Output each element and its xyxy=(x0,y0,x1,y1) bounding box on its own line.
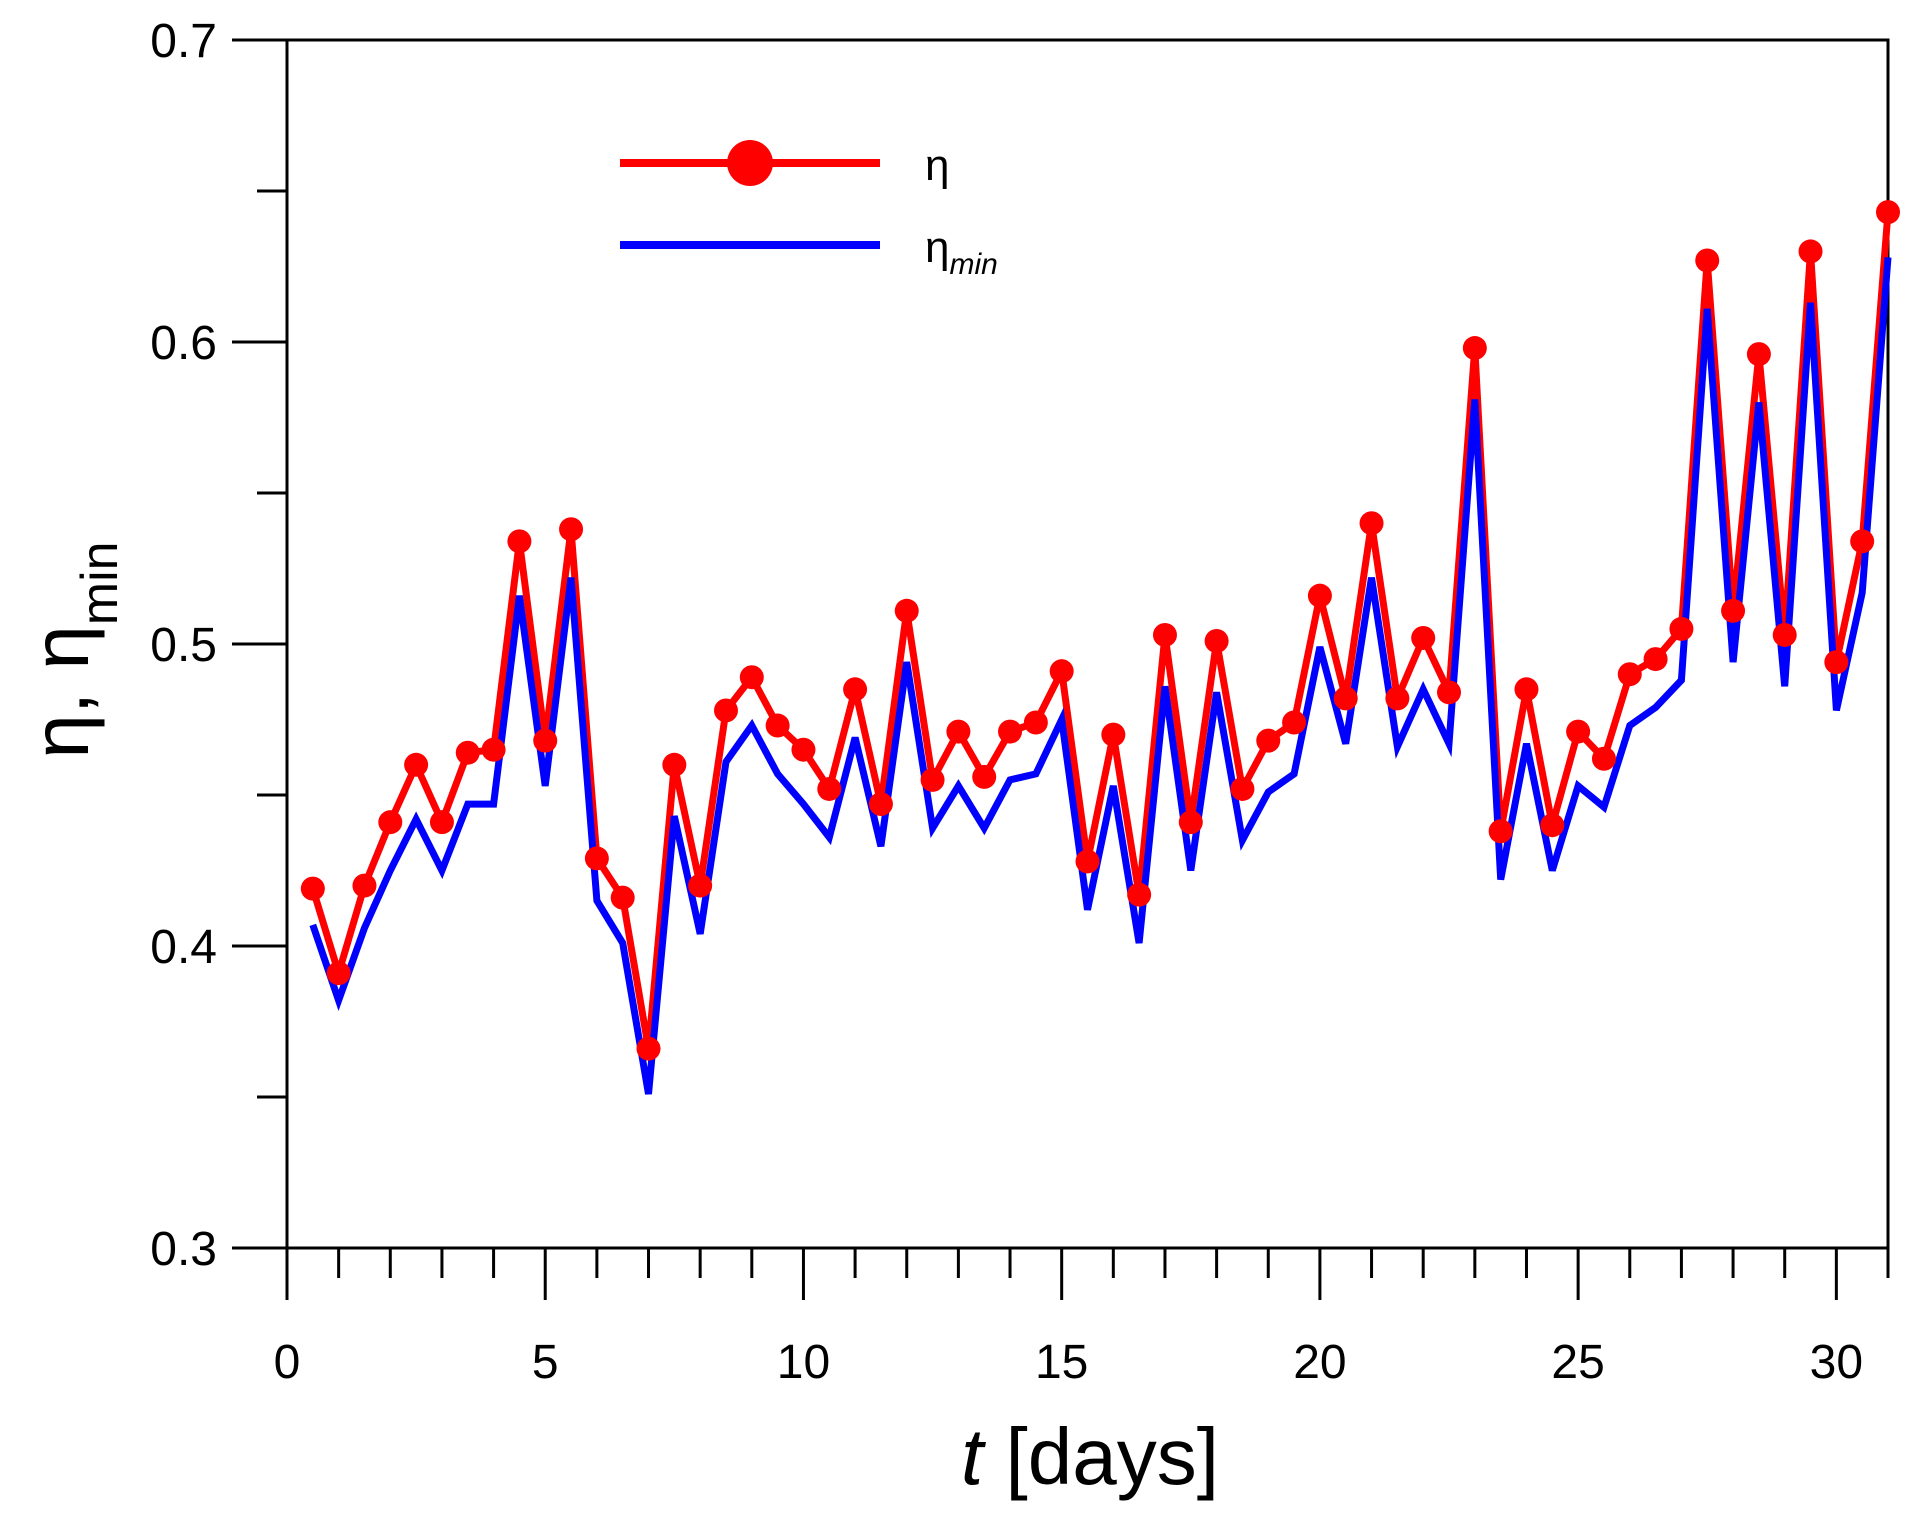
x-tick-label: 20 xyxy=(1293,1336,1346,1389)
legend-label-eta-min: ηmin xyxy=(925,223,998,281)
data-point-eta xyxy=(610,885,635,910)
data-point-eta xyxy=(817,776,842,801)
data-point-eta xyxy=(404,752,429,777)
data-point-eta xyxy=(1385,686,1410,711)
data-point-eta xyxy=(894,598,919,623)
data-point-eta xyxy=(1049,659,1074,684)
data-point-eta xyxy=(1333,686,1358,711)
data-point-eta xyxy=(1566,719,1591,744)
data-point-eta xyxy=(1824,650,1849,675)
data-point-eta xyxy=(946,719,971,744)
data-point-eta xyxy=(998,719,1023,744)
data-point-eta xyxy=(636,1036,661,1061)
x-tick-label: 10 xyxy=(777,1336,830,1389)
data-point-eta xyxy=(1462,336,1487,361)
data-point-eta xyxy=(1643,647,1668,672)
x-tick-label: 15 xyxy=(1035,1336,1088,1389)
data-point-eta xyxy=(920,767,945,792)
data-point-eta xyxy=(688,873,713,898)
data-point-eta xyxy=(559,517,584,542)
legend-marker-eta xyxy=(727,140,773,186)
x-axis: 0 5 10 15 20 25 30 xyxy=(274,1248,1890,1389)
data-point-eta xyxy=(1282,710,1307,735)
data-point-eta xyxy=(1152,622,1177,647)
data-point-eta xyxy=(1023,710,1048,735)
data-point-eta xyxy=(868,792,893,817)
data-point-eta xyxy=(300,876,325,901)
data-point-eta xyxy=(1798,239,1823,264)
data-point-eta xyxy=(1359,511,1384,536)
data-point-eta xyxy=(713,698,738,723)
data-point-eta xyxy=(1101,722,1126,747)
data-point-eta xyxy=(1850,529,1875,554)
data-point-eta xyxy=(1437,680,1462,705)
x-tick-label: 5 xyxy=(532,1336,559,1389)
legend-label-eta-min-main: η xyxy=(925,223,949,272)
data-point-eta xyxy=(429,810,454,835)
data-point-eta xyxy=(662,752,687,777)
data-point-eta xyxy=(1617,662,1642,687)
x-axis-title-unit: [days] xyxy=(983,1412,1219,1501)
data-point-eta xyxy=(1230,776,1255,801)
data-point-eta xyxy=(1127,882,1152,907)
data-point-eta xyxy=(1411,625,1436,650)
data-point-eta xyxy=(791,737,816,762)
data-point-eta xyxy=(765,713,790,738)
data-point-eta xyxy=(1669,616,1694,641)
data-point-eta xyxy=(972,764,997,789)
data-point-eta xyxy=(1075,849,1100,874)
y-tick-label: 0.6 xyxy=(150,317,217,370)
y-axis-title-subscript: min xyxy=(71,541,129,625)
data-point-eta xyxy=(1721,598,1746,623)
data-point-eta xyxy=(378,810,403,835)
y-axis-title-main: η, η xyxy=(16,625,105,758)
y-tick-label: 0.4 xyxy=(150,921,217,974)
data-point-eta xyxy=(1876,200,1900,225)
data-point-eta xyxy=(1591,746,1616,771)
data-point-eta xyxy=(481,737,506,762)
x-tick-label: 0 xyxy=(274,1336,301,1389)
x-axis-title-variable: t xyxy=(961,1412,986,1501)
data-point-eta xyxy=(1256,728,1281,753)
y-tick-label: 0.5 xyxy=(150,619,217,672)
data-point-eta xyxy=(1540,813,1565,838)
data-point-eta xyxy=(1514,677,1539,702)
legend-label-eta-min-sub: min xyxy=(949,248,997,281)
data-point-eta xyxy=(1746,342,1771,367)
data-point-eta xyxy=(1488,819,1513,844)
data-point-eta xyxy=(1204,628,1229,653)
data-point-eta xyxy=(584,846,609,871)
data-point-eta xyxy=(843,677,868,702)
data-point-eta xyxy=(1695,248,1720,273)
data-point-eta xyxy=(507,529,532,554)
y-axis: 0.3 0.4 0.5 0.6 0.7 xyxy=(150,15,287,1276)
data-point-eta xyxy=(1178,810,1203,835)
data-point-eta xyxy=(326,961,351,986)
legend-label-eta: η xyxy=(925,141,949,190)
data-point-eta xyxy=(352,873,377,898)
series-layer xyxy=(300,200,1900,1095)
data-point-eta xyxy=(739,665,764,690)
y-tick-label: 0.7 xyxy=(150,15,217,68)
data-point-eta xyxy=(455,740,480,765)
series-line-eta-min xyxy=(309,257,1892,1095)
series-line-eta xyxy=(309,211,1892,1050)
data-point-eta xyxy=(533,728,558,753)
data-point-eta xyxy=(1307,583,1332,608)
y-axis-title: η, ηmin xyxy=(16,541,129,758)
y-tick-label: 0.3 xyxy=(150,1223,217,1276)
x-axis-title: t [days] xyxy=(961,1412,1219,1501)
x-tick-label: 25 xyxy=(1551,1336,1604,1389)
data-point-eta xyxy=(1772,622,1797,647)
x-tick-label: 30 xyxy=(1810,1336,1863,1389)
